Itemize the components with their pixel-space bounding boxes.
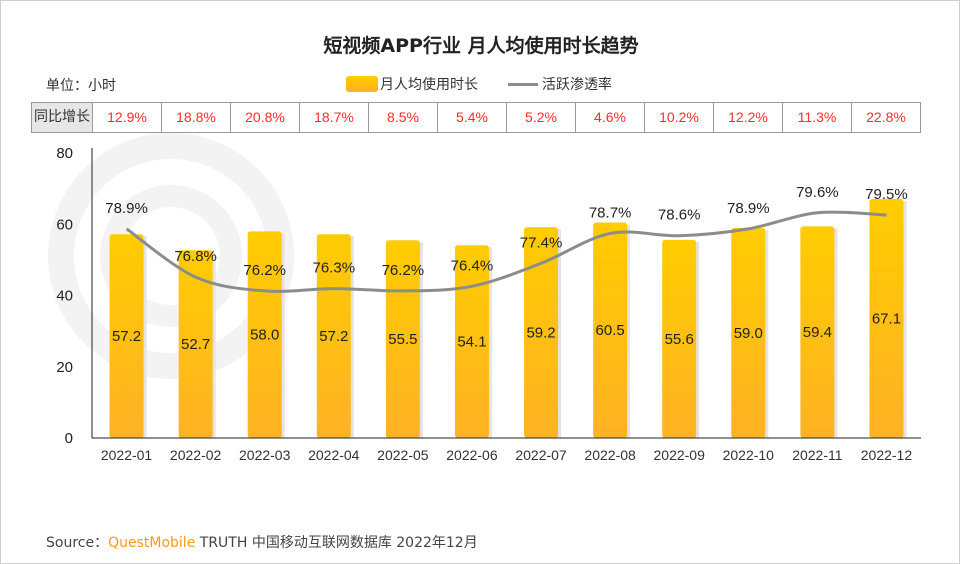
yoy-cell: 18.7%	[299, 103, 368, 132]
legend: 月人均使用时长 活跃渗透率	[346, 74, 612, 94]
y-tick-label: 60	[56, 216, 73, 233]
bar-value-label: 55.6	[665, 331, 694, 348]
yoy-cell: 11.3%	[782, 103, 851, 132]
bar-value-label: 54.1	[457, 334, 486, 351]
source-note: Source：QuestMobile TRUTH 中国移动互联网数据库 2022…	[46, 532, 478, 552]
bar-value-label: 59.4	[803, 324, 832, 341]
bar-value-label: 59.0	[734, 325, 763, 342]
yoy-cell: 22.8%	[851, 103, 920, 132]
line-value-label: 79.5%	[865, 186, 908, 203]
yoy-cell: 20.8%	[230, 103, 299, 132]
source-brand: QuestMobile	[108, 535, 196, 551]
yoy-cell: 12.2%	[713, 103, 782, 132]
line-value-label: 78.6%	[658, 207, 701, 224]
x-tick-label: 2022-12	[861, 447, 913, 463]
x-tick-label: 2022-01	[101, 447, 153, 463]
chart-title: 短视频APP行业 月人均使用时长趋势	[323, 35, 639, 57]
line-value-label: 76.2%	[243, 262, 286, 279]
x-tick-label: 2022-10	[723, 447, 775, 463]
bar	[178, 250, 213, 438]
bar-value-label: 67.1	[872, 310, 901, 327]
bar	[662, 239, 697, 438]
x-tick-label: 2022-07	[515, 447, 567, 463]
bar-value-label: 60.5	[596, 322, 625, 339]
legend-bar-label: 月人均使用时长	[380, 77, 478, 93]
x-tick-label: 2022-04	[308, 447, 360, 463]
line-value-label: 76.8%	[174, 248, 217, 265]
bar	[593, 222, 628, 438]
yoy-cell: 10.2%	[644, 103, 713, 132]
bar-value-label: 58.0	[250, 327, 279, 344]
line-value-label: 78.9%	[727, 200, 770, 217]
penetration-line	[125, 210, 887, 293]
yoy-cell: 5.2%	[506, 103, 575, 132]
bar	[109, 234, 144, 438]
source-rest: TRUTH 中国移动互联网数据库 2022年12月	[199, 535, 478, 551]
x-tick-label: 2022-08	[584, 447, 636, 463]
bar-value-label: 57.2	[319, 328, 348, 345]
bar	[454, 245, 489, 438]
x-tick-label: 2022-05	[377, 447, 429, 463]
y-tick-label: 0	[65, 430, 73, 447]
x-tick-label: 2022-02	[170, 447, 222, 463]
legend-line-label: 活跃渗透率	[542, 77, 612, 93]
yoy-cell: 5.4%	[437, 103, 506, 132]
line-value-label: 76.4%	[451, 257, 494, 274]
yoy-cell: 8.5%	[368, 103, 437, 132]
source-prefix: Source：	[46, 535, 109, 551]
yoy-table: 同比增长 12.9% 18.8% 20.8% 18.7% 8.5% 5.4% 5.2% 4.6…	[31, 102, 921, 133]
y-tick-label: 80	[56, 145, 73, 162]
x-tick-label: 2022-06	[446, 447, 498, 463]
x-tick-label: 2022-09	[654, 447, 706, 463]
bar-value-label: 59.2	[526, 325, 555, 342]
bar-value-label: 52.7	[181, 336, 210, 353]
line-value-label: 79.6%	[796, 184, 839, 201]
bar	[247, 231, 282, 438]
line-value-label: 78.9%	[105, 200, 148, 217]
line-value-label: 78.7%	[589, 204, 632, 221]
bar	[316, 234, 351, 438]
y-tick-label: 40	[56, 288, 73, 305]
legend-bar-swatch	[346, 76, 378, 92]
bar-value-label: 55.5	[388, 331, 417, 348]
y-tick-label: 20	[56, 359, 73, 376]
bar	[731, 227, 766, 438]
x-tick-label: 2022-03	[239, 447, 291, 463]
bar	[800, 226, 835, 438]
yoy-header: 同比增长	[32, 103, 92, 132]
yoy-cell: 18.8%	[161, 103, 230, 132]
line-value-label: 76.3%	[313, 260, 356, 277]
legend-line-swatch	[508, 82, 538, 86]
x-tick-label: 2022-11	[792, 447, 843, 463]
yoy-cell: 4.6%	[575, 103, 644, 132]
unit-label: 单位：小时	[46, 78, 116, 94]
line-value-label: 77.4%	[520, 234, 563, 251]
bar-value-label: 57.2	[112, 328, 141, 345]
yoy-cell: 12.9%	[92, 103, 161, 132]
bar	[524, 227, 559, 438]
bar	[869, 198, 904, 438]
line-value-label: 76.2%	[382, 262, 425, 279]
